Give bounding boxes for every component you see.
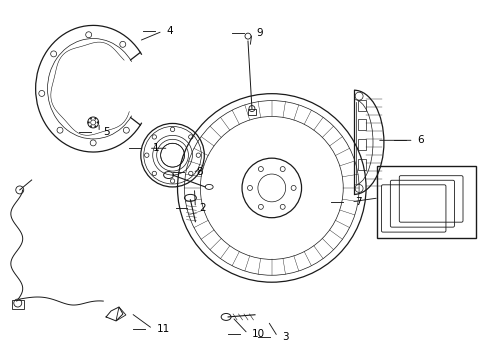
Text: 6: 6 xyxy=(417,135,424,145)
Text: 2: 2 xyxy=(199,203,206,213)
Bar xyxy=(12,300,24,309)
Bar xyxy=(377,166,476,238)
Text: 4: 4 xyxy=(167,26,173,36)
Text: 8: 8 xyxy=(196,167,203,177)
Text: 3: 3 xyxy=(282,332,288,342)
Text: 9: 9 xyxy=(256,28,263,38)
Text: 11: 11 xyxy=(157,324,170,334)
Bar xyxy=(358,159,366,170)
Circle shape xyxy=(95,118,96,120)
Circle shape xyxy=(90,126,92,127)
Text: 10: 10 xyxy=(252,329,265,339)
Text: 1: 1 xyxy=(153,143,159,153)
Circle shape xyxy=(88,122,90,123)
Bar xyxy=(358,139,366,150)
Bar xyxy=(358,100,366,111)
Text: 7: 7 xyxy=(355,197,362,207)
Circle shape xyxy=(97,122,98,123)
Bar xyxy=(358,120,366,130)
Text: 5: 5 xyxy=(103,127,110,138)
Bar xyxy=(248,109,256,114)
Circle shape xyxy=(95,126,96,127)
Circle shape xyxy=(90,118,92,120)
